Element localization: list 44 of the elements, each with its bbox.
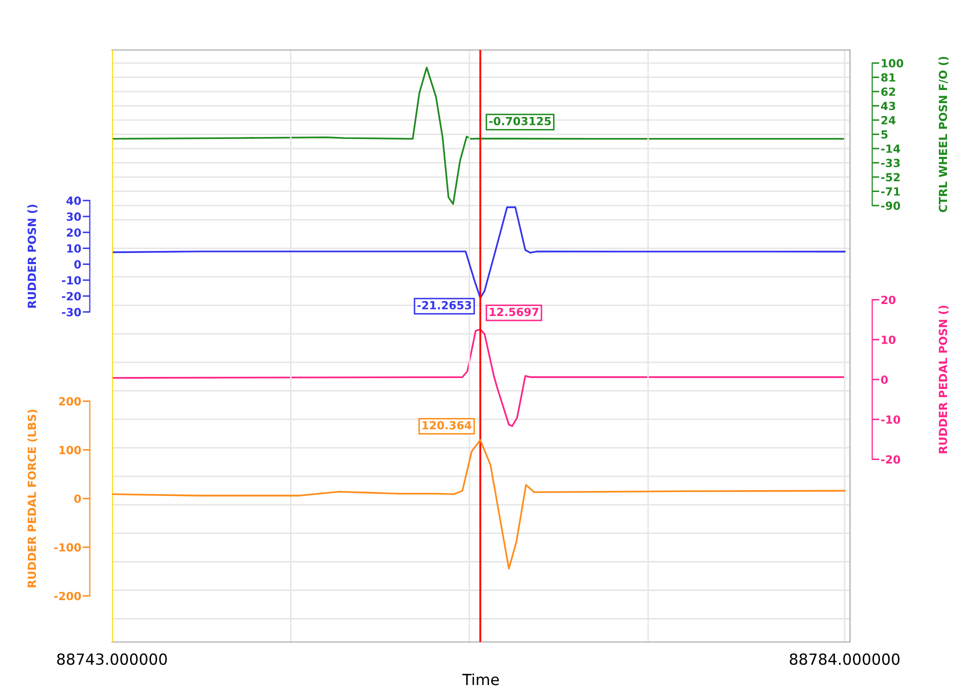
y-tick-label: -20 [62,292,81,300]
y-tick-label: 40 [66,196,81,205]
y2-tick-label: 5 [881,130,888,139]
data-label: -21.2653 [417,301,472,310]
y3-tick-label: 0 [881,375,888,384]
x-axis-title: Time [462,673,499,686]
y-tick-label: 0 [74,260,81,269]
line-series [112,328,846,428]
y-axis-title: RUDDER PEDAL FORCE (LBS) [27,410,38,588]
y-tick-label: 200 [59,397,81,406]
y2-tick-label: 81 [881,73,896,82]
y-axis-title: RUDDER POSN () [27,204,38,308]
y3-tick-label: -20 [881,455,900,464]
y-tick-label: -100 [54,543,81,552]
y-tick-label: -10 [62,276,81,284]
y2-tick-label: 100 [882,59,904,68]
x-tick-label: 88743.000000 [57,653,167,665]
data-label: -0.703125 [489,116,551,126]
y2-tick-label: -33 [881,158,900,168]
y3-tick-label: 10 [882,336,896,344]
y2-tick-label: -90 [881,202,900,210]
y-tick-label: 30 [66,212,81,221]
y2-tick-label: 43 [881,102,896,110]
y2-tick-label: -71 [881,187,900,196]
y-tick-label: -200 [54,592,81,600]
y2-tick-label: -52 [881,173,900,182]
y3-axis-title: RUDDER PEDAL POSN () [938,306,948,454]
y-tick-label: 20 [66,228,81,237]
y3-tick-label: -10 [881,415,900,424]
line-series [112,66,846,205]
y3-tick-label: 20 [881,296,896,304]
y-tick-label: 100 [60,446,81,454]
x-tick-label: 88784.000000 [790,653,900,665]
y2-tick-label: 24 [881,116,896,124]
data-label: 120.364 [422,421,472,430]
data-label: 12.5697 [490,308,538,316]
y-tick-label: 0 [74,494,81,503]
y2-tick-label: 62 [881,88,896,96]
y-tick-label: -30 [62,308,81,316]
y2-axis-title: CTRL WHEEL POSN F/O () [938,56,948,212]
line-series [112,439,846,570]
line-series [112,206,846,299]
y-tick-label: 10 [67,244,81,253]
y2-tick-label: -14 [881,144,900,153]
